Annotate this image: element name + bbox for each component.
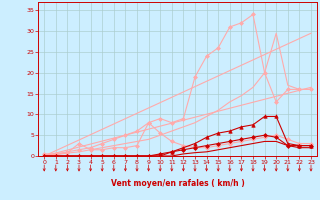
X-axis label: Vent moyen/en rafales ( km/h ): Vent moyen/en rafales ( km/h ) xyxy=(111,179,244,188)
